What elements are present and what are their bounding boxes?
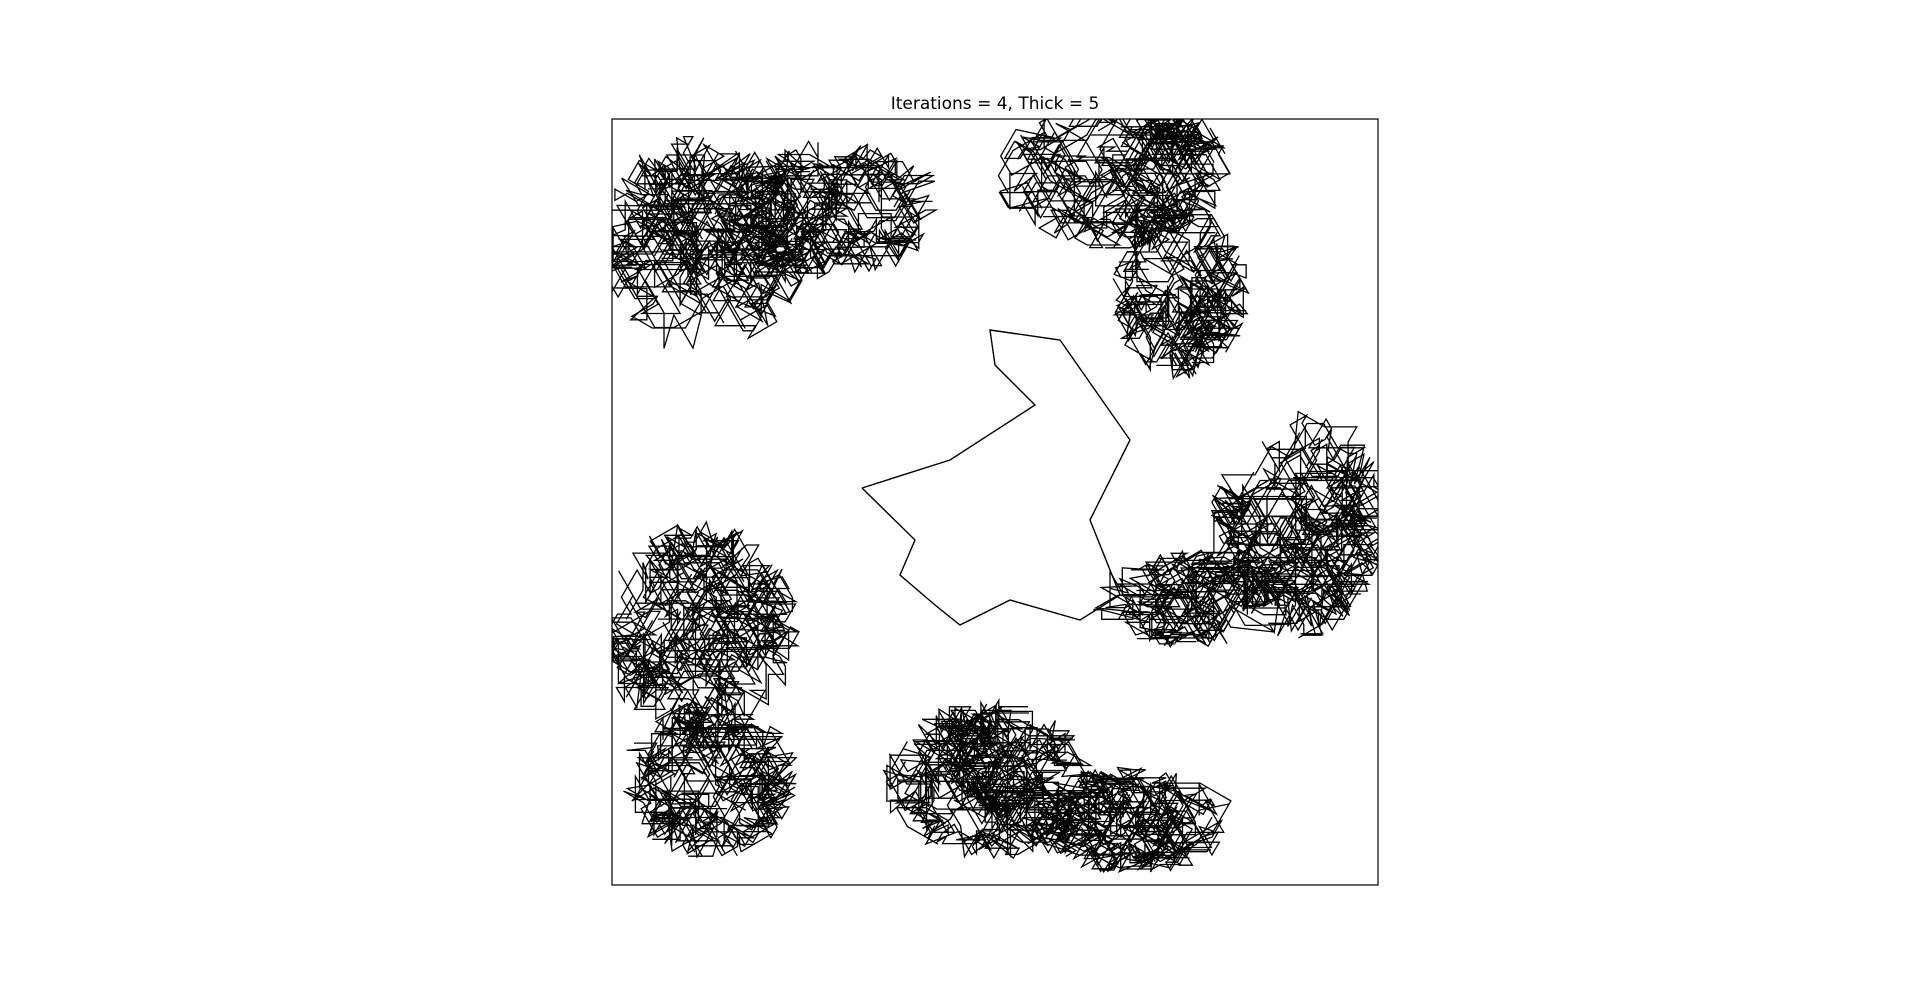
curve-skeleton <box>861 329 1131 626</box>
cluster-top-right-2 <box>1112 207 1250 381</box>
cluster-right <box>1210 410 1378 639</box>
fractal-curve <box>612 119 1378 874</box>
cluster-top-left-2 <box>709 139 939 280</box>
cluster-top-right <box>997 119 1231 249</box>
cluster-right-2 <box>1093 549 1300 649</box>
chart-title: Iterations = 4, Thick = 5 <box>890 94 1100 114</box>
cluster-bottom-left <box>623 701 798 859</box>
cluster-bottom <box>882 697 1094 860</box>
cluster-top-left <box>612 135 809 350</box>
cluster-bottom-2 <box>1022 766 1232 874</box>
